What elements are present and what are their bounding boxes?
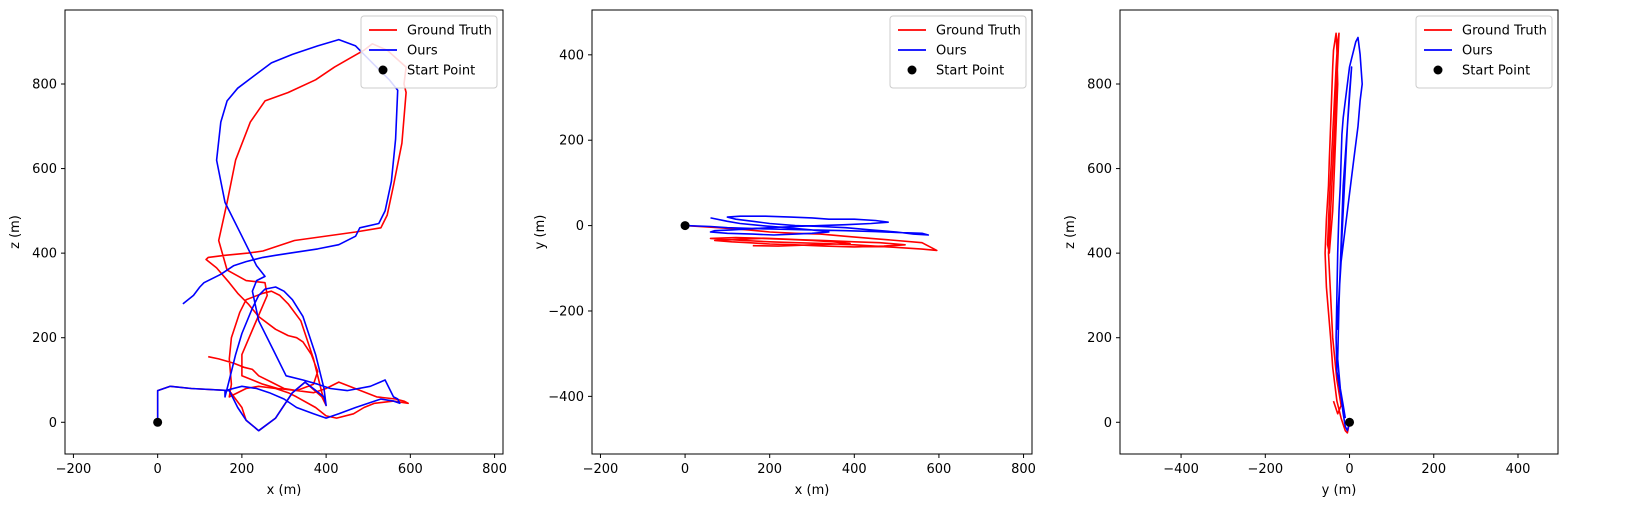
series-line-ground-truth xyxy=(685,224,938,252)
legend: Ground Truth Ours Start Point xyxy=(1415,15,1553,89)
legend-box xyxy=(360,15,498,89)
y-tick-label: 200 xyxy=(1087,331,1112,346)
start-point-marker xyxy=(1345,417,1355,427)
x-tick-label: 600 xyxy=(927,462,952,477)
y-tick-label: −400 xyxy=(548,390,584,405)
x-axis-label: x (m) xyxy=(267,483,302,498)
trajectory-xy-panel: −200 0 200 400 600 800 −400 −200 0 200 400 x (m) y (… xyxy=(533,9,1036,498)
series-line-ours xyxy=(1335,36,1363,432)
legend-label: Ours xyxy=(407,44,438,59)
x-tick-label: −200 xyxy=(56,462,92,477)
x-axis-label: y (m) xyxy=(1322,483,1357,498)
x-tick-label: 0 xyxy=(154,462,162,477)
legend-label: Ours xyxy=(1462,44,1493,59)
legend: Ground Truth Ours Start Point xyxy=(360,15,498,89)
x-tick-label: −200 xyxy=(583,462,619,477)
x-tick-label: 800 xyxy=(482,462,507,477)
y-tick-label: 800 xyxy=(1087,78,1112,93)
plot-area xyxy=(156,38,410,432)
x-tick-label: 200 xyxy=(1421,462,1446,477)
y-tick-label: 600 xyxy=(32,162,57,177)
y-tick-label: 400 xyxy=(559,48,584,63)
legend-label: Start Point xyxy=(407,64,475,79)
plot-area xyxy=(1324,32,1363,434)
trajectory-yz-panel: −400 −200 0 200 400 0 200 400 600 800 y (m) z (m) Gr… xyxy=(1063,9,1559,498)
legend-label: Start Point xyxy=(936,64,1004,79)
legend-label: Ground Truth xyxy=(407,24,492,39)
series-line-ground-truth xyxy=(156,42,410,432)
y-tick-label: 0 xyxy=(576,219,584,234)
legend-marker-start-point xyxy=(907,65,917,75)
x-tick-label: 0 xyxy=(681,462,689,477)
legend-marker-start-point xyxy=(378,65,388,75)
x-tick-label: 800 xyxy=(1011,462,1036,477)
plot-area xyxy=(685,215,938,252)
x-tick-label: 200 xyxy=(757,462,782,477)
x-tick-label: 400 xyxy=(842,462,867,477)
x-tick-label: 0 xyxy=(1345,462,1353,477)
y-tick-label: −200 xyxy=(548,304,584,319)
series-line-ours xyxy=(685,215,930,236)
legend: Ground Truth Ours Start Point xyxy=(889,15,1027,89)
x-tick-label: 400 xyxy=(314,462,339,477)
axes-frame xyxy=(64,9,504,455)
y-tick-label: 800 xyxy=(32,78,57,93)
x-axis-label: x (m) xyxy=(795,483,830,498)
start-point-marker xyxy=(153,417,163,427)
legend-label: Ground Truth xyxy=(936,24,1021,39)
y-tick-label: 400 xyxy=(1087,247,1112,262)
y-axis-label: y (m) xyxy=(533,215,548,250)
x-tick-label: 200 xyxy=(229,462,254,477)
y-tick-label: 200 xyxy=(559,134,584,149)
legend-marker-start-point xyxy=(1433,65,1443,75)
x-tick-label: −200 xyxy=(1247,462,1283,477)
y-axis-label: z (m) xyxy=(1063,215,1078,249)
x-tick-label: 600 xyxy=(398,462,423,477)
legend-box xyxy=(1415,15,1553,89)
y-tick-label: 600 xyxy=(1087,162,1112,177)
start-point-marker xyxy=(680,221,690,231)
legend-label: Start Point xyxy=(1462,64,1530,79)
y-tick-label: 200 xyxy=(32,331,57,346)
axes-frame xyxy=(591,9,1033,455)
legend-label: Ours xyxy=(936,44,967,59)
y-axis-label: z (m) xyxy=(8,215,23,249)
y-tick-label: 400 xyxy=(32,247,57,262)
y-tick-label: 0 xyxy=(1104,416,1112,431)
axes-frame xyxy=(1119,9,1559,455)
legend-label: Ground Truth xyxy=(1462,24,1547,39)
x-tick-label: −400 xyxy=(1163,462,1199,477)
legend-box xyxy=(889,15,1027,89)
y-tick-label: 0 xyxy=(49,416,57,431)
series-line-ground-truth xyxy=(1324,32,1351,434)
series-line-ours xyxy=(156,38,401,432)
trajectory-xz-panel: −200 0 200 400 600 800 0 200 400 600 800 x (m) z (m)… xyxy=(8,9,507,498)
x-tick-label: 400 xyxy=(1506,462,1531,477)
